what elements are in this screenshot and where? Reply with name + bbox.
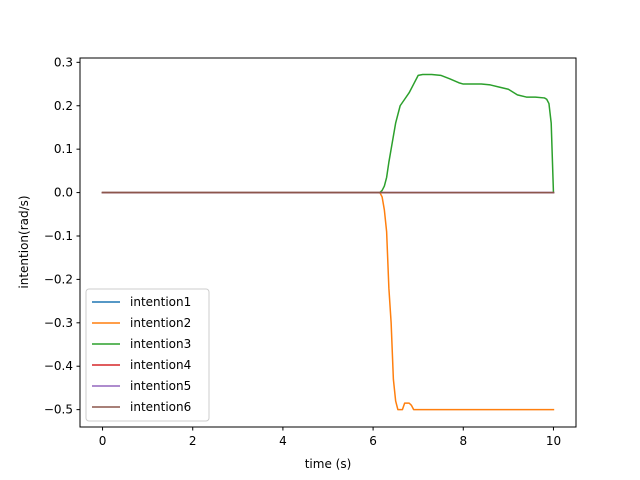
legend: intention1 intention2 intention3 intention4… (85, 288, 210, 422)
y-tick-label: −0.2 (44, 272, 73, 286)
legend-label: intention6 (130, 400, 191, 414)
y-axis-ticks: −0.5 −0.4 −0.3 −0.2 −0.1 0.0 0.1 0.2 0.3 (44, 55, 80, 417)
series-layer (101, 73, 555, 411)
x-tick-label: 2 (189, 434, 197, 448)
x-tick-label: 6 (369, 434, 377, 448)
legend-label: intention2 (130, 316, 191, 330)
series-line-intention3 (101, 73, 555, 194)
y-tick-label: −0.4 (44, 359, 73, 373)
y-tick-label: −0.1 (44, 229, 73, 243)
x-axis-label: time (s) (305, 457, 352, 471)
y-tick-label: −0.3 (44, 316, 73, 330)
x-tick-label: 0 (99, 434, 107, 448)
x-tick-label: 8 (459, 434, 467, 448)
y-tick-label: −0.5 (44, 403, 73, 417)
legend-label: intention3 (130, 337, 191, 351)
series-line-intention2 (101, 191, 555, 411)
legend-label: intention5 (130, 379, 191, 393)
y-axis-label: intention(rad/s) (17, 195, 31, 288)
axes-frame (79, 57, 577, 428)
legend-label: intention4 (130, 358, 191, 372)
x-axis-ticks: 0 2 4 6 8 10 (99, 427, 561, 448)
y-tick-label: 0.2 (54, 99, 73, 113)
legend-label: intention1 (130, 295, 191, 309)
x-tick-label: 4 (279, 434, 287, 448)
y-tick-label: 0.0 (54, 186, 73, 200)
y-tick-label: 0.3 (54, 55, 73, 69)
y-tick-label: 0.1 (54, 142, 73, 156)
legend-box (85, 288, 210, 422)
x-tick-label: 10 (546, 434, 561, 448)
